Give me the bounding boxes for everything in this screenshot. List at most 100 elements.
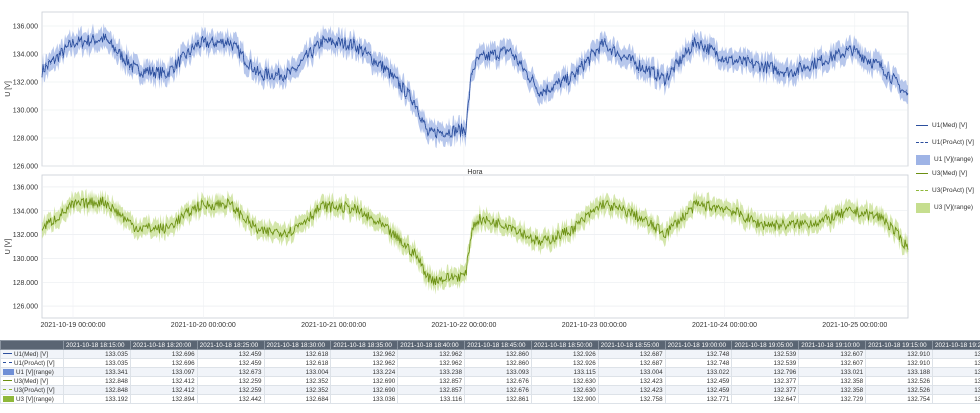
- column-header[interactable]: 2021-10-18 19:00:00: [664, 340, 733, 350]
- x-tick-label: 2021-10-22 00:00:00: [431, 322, 496, 329]
- table-cell: 133.035: [63, 349, 131, 359]
- table-cell: 133.224: [330, 367, 399, 377]
- column-header[interactable]: 2021-10-18 18:35:00: [330, 340, 399, 350]
- x-tick-label: 2021-10-24 00:00:00: [692, 322, 757, 329]
- table-cell: 133.036: [330, 394, 399, 404]
- table-cell: 132.754: [865, 394, 933, 404]
- table-cell: 132.687: [597, 349, 666, 359]
- table-cell: 132.962: [397, 349, 466, 359]
- table-cell: 132.781: [931, 394, 980, 404]
- table-cell: 132.848: [63, 385, 131, 395]
- table-cell: 132.459: [196, 358, 265, 368]
- table-cell: 132.861: [464, 394, 532, 404]
- column-header[interactable]: 2021-10-18 19:20:00: [931, 340, 980, 350]
- row-label: U3(Med) [V]: [0, 376, 64, 386]
- table-cell: 133.093: [464, 367, 532, 377]
- legend-symbol: [916, 142, 928, 143]
- table-cell: 132.926: [530, 358, 599, 368]
- legend-item[interactable]: U3(Med) [V]: [916, 165, 980, 182]
- chart1-legend: U1(Med) [V] U1(ProAct) [V] U1 [V](range): [916, 117, 980, 168]
- legend-item[interactable]: U1(Med) [V]: [916, 117, 980, 134]
- legend-item[interactable]: U3(ProAct) [V]: [916, 182, 980, 199]
- table-cell: 132.423: [597, 385, 666, 395]
- legend-symbol: [916, 125, 928, 126]
- table-cell: 132.459: [664, 385, 733, 395]
- legend-item[interactable]: U3 [V](range): [916, 199, 980, 216]
- table-row[interactable]: U1(ProAct) [V] 133.035 132.696 132.459 132.6…: [0, 358, 980, 368]
- legend-label: U1(Med) [V]: [932, 122, 968, 129]
- y-tick-label: 132.000: [13, 232, 38, 239]
- legend-item[interactable]: U1 [V](range): [916, 151, 980, 168]
- y-tick-label: 136.000: [13, 184, 38, 191]
- table-cell: 133.115: [530, 367, 599, 377]
- column-header[interactable]: 2021-10-18 18:30:00: [263, 340, 332, 350]
- table-cell: 132.758: [597, 394, 666, 404]
- y-tick-label: 126.000: [13, 304, 38, 311]
- column-header[interactable]: 2021-10-18 18:45:00: [464, 340, 532, 350]
- row-label: U3(ProAct) [V]: [0, 385, 64, 395]
- x-tick-label: 2021-10-23 00:00:00: [562, 322, 627, 329]
- x-tick-label: 2021-10-20 00:00:00: [171, 322, 236, 329]
- data-table: 2021-10-18 18:15:00 2021-10-18 18:20:00 20…: [0, 340, 980, 404]
- plot-area-1: [41, 11, 909, 167]
- table-cell: 132.607: [798, 358, 867, 368]
- table-corner: [0, 340, 64, 350]
- table-cell: 132.962: [330, 358, 399, 368]
- table-row[interactable]: U3 [V](range) 133.192 132.894 132.442 132.68…: [0, 394, 980, 404]
- table-row[interactable]: U1(Med) [V] 133.035 132.696 132.459 132.618 1…: [0, 349, 980, 359]
- table-cell: 132.377: [731, 385, 800, 395]
- y-tick-label: 134.000: [13, 52, 38, 59]
- voltage-charts: 126.000 128.000 130.000 132.000 134.000 136.0…: [5, 11, 909, 329]
- table-cell: 132.630: [530, 385, 599, 395]
- column-header[interactable]: 2021-10-18 19:05:00: [731, 340, 800, 350]
- row-label: U3 [V](range): [0, 394, 64, 404]
- row-label: U1(Med) [V]: [0, 349, 64, 359]
- table-cell: 132.687: [597, 358, 666, 368]
- table-cell: 132.690: [330, 376, 399, 386]
- legend-label: U3(ProAct) [V]: [932, 187, 974, 194]
- table-row[interactable]: U3(Med) [V] 132.848 132.412 132.259 132.352 1…: [0, 376, 980, 386]
- column-header[interactable]: 2021-10-18 19:10:00: [798, 340, 867, 350]
- table-cell: 133.238: [397, 367, 466, 377]
- table-cell: 132.358: [798, 376, 867, 386]
- row-symbol: [3, 380, 12, 382]
- column-header[interactable]: 2021-10-18 18:25:00: [196, 340, 265, 350]
- data-table-container[interactable]: 2021-10-18 18:15:00 2021-10-18 18:20:00 20…: [0, 340, 980, 413]
- table-cell: 132.857: [931, 349, 980, 359]
- table-cell: 133.004: [263, 367, 332, 377]
- y-tick-label: 132.000: [13, 80, 38, 87]
- table-cell: 133.116: [397, 394, 466, 404]
- table-row[interactable]: U3(ProAct) [V] 132.848 132.412 132.259 132.3…: [0, 385, 980, 395]
- legend-item[interactable]: U1(ProAct) [V]: [916, 134, 980, 151]
- plot-area-2: [41, 174, 909, 319]
- table-cell: 133.035: [63, 358, 131, 368]
- table-cell: 132.676: [464, 385, 532, 395]
- column-header[interactable]: 2021-10-18 19:15:00: [865, 340, 933, 350]
- y-tick-label: 128.000: [13, 280, 38, 287]
- legend-label: U1 [V](range): [934, 156, 974, 163]
- column-header[interactable]: 2021-10-18 18:20:00: [129, 340, 198, 350]
- table-cell: 132.358: [798, 385, 867, 395]
- column-header[interactable]: 2021-10-18 18:40:00: [397, 340, 466, 350]
- x-axis-label: Hora: [467, 169, 482, 176]
- table-cell: 132.352: [263, 376, 332, 386]
- column-header[interactable]: 2021-10-18 18:55:00: [597, 340, 666, 350]
- table-cell: 132.857: [397, 376, 466, 386]
- table-cell: 132.690: [330, 385, 399, 395]
- row-symbol: [3, 362, 12, 364]
- table-cell: 132.729: [798, 394, 867, 404]
- column-header[interactable]: 2021-10-18 18:15:00: [63, 340, 131, 350]
- table-cell: 132.857: [931, 358, 980, 368]
- series-band-2: [42, 188, 908, 295]
- table-cell: 132.526: [865, 385, 933, 395]
- table-cell: 132.539: [731, 349, 800, 359]
- table-row[interactable]: U1 [V](range) 133.341 133.097 132.673 133.00…: [0, 367, 980, 377]
- row-symbol: [3, 353, 12, 355]
- table-cell: 132.607: [798, 349, 867, 359]
- row-label: U1 [V](range): [0, 367, 64, 377]
- legend-symbol: [916, 173, 928, 174]
- table-cell: 132.673: [196, 367, 265, 377]
- column-header[interactable]: 2021-10-18 18:50:00: [530, 340, 599, 350]
- table-cell: 132.559: [931, 385, 980, 395]
- table-cell: 132.630: [530, 376, 599, 386]
